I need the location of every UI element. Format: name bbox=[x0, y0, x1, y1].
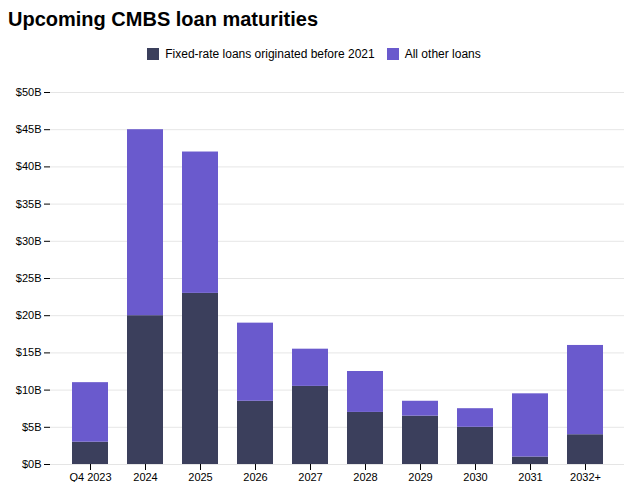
svg-text:$45B: $45B bbox=[16, 123, 42, 135]
svg-text:$25B: $25B bbox=[16, 272, 42, 284]
svg-text:2024: 2024 bbox=[133, 471, 157, 482]
svg-text:2026: 2026 bbox=[243, 471, 267, 482]
html-text:Fixed-rate loans originated be: Fixed-rate loans originated before 2021 bbox=[165, 46, 375, 61]
svg-text:$0B: $0B bbox=[22, 458, 42, 470]
svg-text:2030: 2030 bbox=[463, 471, 487, 482]
html-text:Upcoming CMBS loan maturities: Upcoming CMBS loan maturities bbox=[8, 8, 318, 30]
svg-text:2029: 2029 bbox=[408, 471, 432, 482]
svg-text:$5B: $5B bbox=[22, 421, 42, 433]
svg-text:$40B: $40B bbox=[16, 160, 42, 172]
svg-text:2028: 2028 bbox=[353, 471, 377, 482]
svg-text:$50B: $50B bbox=[16, 86, 42, 98]
svg-text:2027: 2027 bbox=[298, 471, 322, 482]
svg-text:2031: 2031 bbox=[518, 471, 542, 482]
svg-text:$20B: $20B bbox=[16, 309, 42, 321]
svg-text:2025: 2025 bbox=[188, 471, 212, 482]
svg-text:$15B: $15B bbox=[16, 346, 42, 358]
svg-text:$35B: $35B bbox=[16, 198, 42, 210]
svg-text:2032+: 2032+ bbox=[570, 471, 601, 482]
svg-text:$30B: $30B bbox=[16, 235, 42, 247]
html-text:All other loans: All other loans bbox=[404, 46, 481, 61]
svg-text:$10B: $10B bbox=[16, 384, 42, 396]
svg-text:Q4 2023: Q4 2023 bbox=[69, 471, 111, 482]
